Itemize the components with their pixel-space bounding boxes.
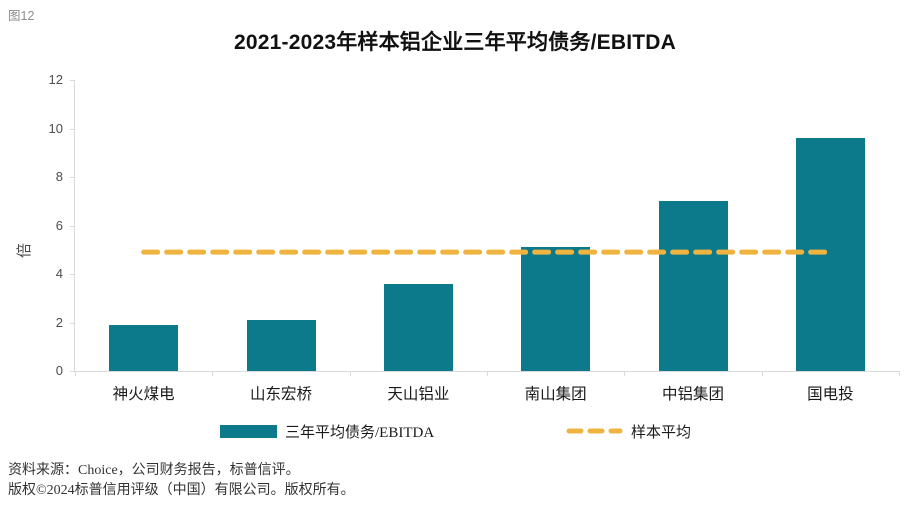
y-axis-tick-label: 6 [55,217,63,233]
footer-notes: 资料来源：Choice，公司财务报告，标普信评。 版权©2024标普信用评级（中… [8,461,355,501]
x-axis-tick-mark [212,371,214,376]
y-axis-tick-mark [70,128,75,130]
x-axis-category-label: 山东宏桥 [249,386,312,403]
y-axis-tick-label: 0 [55,363,63,378]
x-axis-tick-mark [899,371,900,376]
average-legend-label: 样本平均 [631,424,692,441]
x-axis-tick-mark [75,371,76,376]
x-axis-category-label: 神火煤电 [112,386,175,403]
chart-title: 2021-2023年样本铝企业三年平均债务/EBITDA [233,31,677,54]
x-axis-category-label: 南山集团 [524,386,587,403]
x-axis-tick-mark [761,371,763,376]
copyright-note: 版权©2024标普信用评级（中国）有限公司。版权所有。 [8,483,355,498]
y-axis-tick-label: 10 [48,120,63,136]
y-axis-tick-label: 8 [55,169,63,184]
dashed-line-legend-swatch-icon [566,428,623,434]
bar [658,201,728,371]
bar-legend-label: 三年平均债务/EBITDA [285,424,435,441]
y-axis-label: 倍 [16,242,34,259]
y-axis-tick-mark [70,371,75,372]
y-axis-tick-label: 2 [55,314,63,330]
y-axis-tick-mark [70,225,75,227]
y-axis-tick-mark [70,177,75,178]
x-axis-category-label: 天山铝业 [387,386,450,403]
plot-area: 0 2 4 6 8 10 12 神火煤电 山东宏桥 天山铝业 南山集团 中铝集团 国电投 [49,73,900,403]
source-note: 资料来源：Choice，公司财务报告，标普信评。 [8,463,300,478]
y-axis-tick-mark [70,322,75,324]
legend: 三年平均债务/EBITDA 样本平均 [0,420,910,442]
x-axis-category-label: 国电投 [807,386,854,403]
x-axis-tick-mark [349,371,351,376]
bar [246,320,316,371]
bar [521,247,591,371]
x-axis-category-label: 中铝集团 [661,386,724,403]
legend-item-bar: 三年平均债务/EBITDA [220,420,434,442]
x-axis-tick-mark [624,371,626,376]
bar-legend-swatch-icon [220,424,277,438]
bar [109,324,179,371]
y-axis-tick-label: 4 [55,266,63,281]
legend-item-average: 样本平均 [566,420,691,442]
figure-label: 图12 [8,9,35,23]
y-axis-tick-mark [70,80,75,81]
x-axis-tick-mark [487,371,488,376]
bar [383,283,453,371]
sample-average-dashed-line [141,249,833,255]
y-axis-tick-mark [70,274,75,275]
y-axis-tick-label: 12 [48,72,63,87]
bar [795,138,865,371]
